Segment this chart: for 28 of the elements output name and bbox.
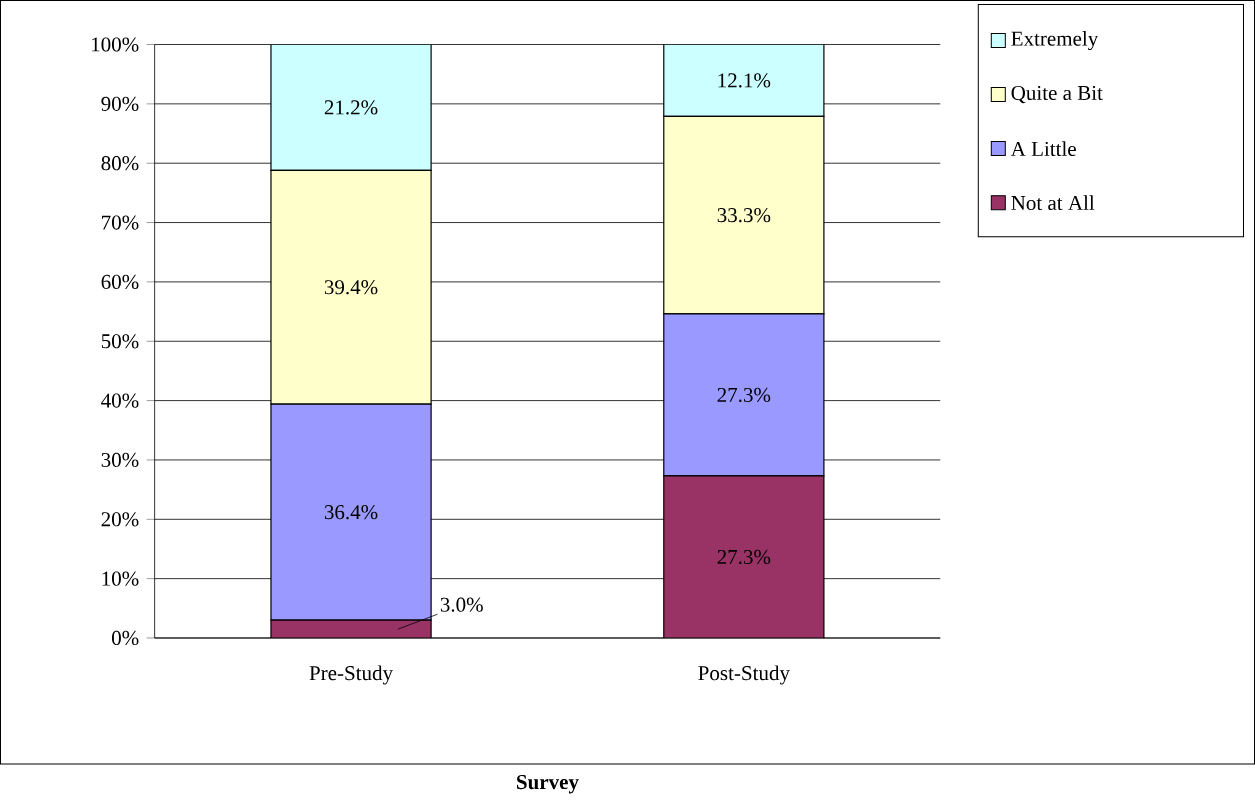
y-tick-label: 40% bbox=[101, 393, 139, 408]
y-tick-label: 50% bbox=[101, 333, 139, 349]
data-label: 27.3% bbox=[717, 549, 771, 564]
bar bbox=[270, 44, 432, 171]
data-label: 12.1% bbox=[718, 73, 771, 88]
data-label: 36.4% bbox=[324, 504, 378, 520]
legend-label: Not at All bbox=[1011, 195, 1095, 210]
legend-label: Quite a Bit bbox=[1011, 85, 1103, 103]
y-tick-label: 20% bbox=[101, 511, 139, 527]
y-tick-label: 80% bbox=[101, 155, 139, 171]
data-label: 39.4% bbox=[324, 279, 378, 295]
x-tick-label: Post-Study bbox=[698, 665, 790, 685]
bar bbox=[663, 44, 825, 117]
y-tick-label: 30% bbox=[101, 452, 139, 467]
y-tick-label: 90% bbox=[101, 96, 139, 111]
legend-label: Extremely bbox=[1011, 30, 1099, 50]
data-label: 33.3% bbox=[717, 207, 771, 223]
y-tick-label: 60% bbox=[101, 274, 139, 289]
y-tick-label: 10% bbox=[102, 571, 139, 586]
y-tick-label: 0% bbox=[111, 630, 139, 645]
legend-label: A Little bbox=[1010, 141, 1076, 156]
x-axis-title: Survey bbox=[517, 774, 579, 794]
data-label: 21.2% bbox=[324, 100, 378, 115]
y-tick-label: 100% bbox=[92, 37, 139, 52]
x-tick-label: Pre-Study bbox=[309, 665, 393, 685]
data-label: 27.3% bbox=[717, 387, 771, 402]
data-label: 3.0% bbox=[440, 597, 483, 612]
y-tick-label: 70% bbox=[102, 215, 139, 230]
